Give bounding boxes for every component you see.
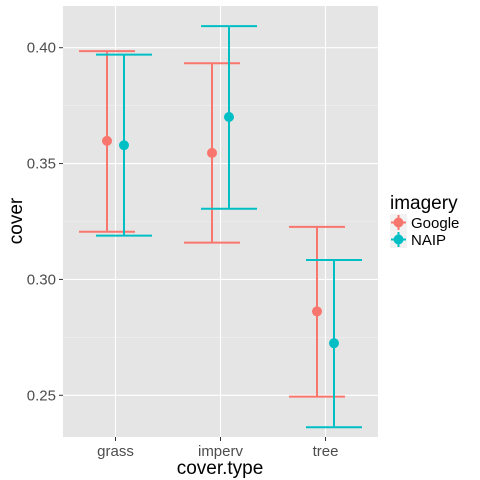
legend-key-point xyxy=(393,234,404,245)
x-tick-label: imperv xyxy=(198,443,244,460)
y-axis: 0.25 0.30 0.35 0.40 xyxy=(27,40,63,404)
data-marks xyxy=(79,25,362,429)
y-tick-label: 0.30 xyxy=(27,271,56,288)
x-tick-label: grass xyxy=(97,443,134,460)
y-tick-label: 0.35 xyxy=(27,156,56,173)
legend-key-naip: NAIP xyxy=(390,231,446,249)
y-axis-title: cover xyxy=(6,197,27,244)
point-naip-imperv xyxy=(224,111,234,122)
point-google-tree xyxy=(312,306,322,317)
grid-major xyxy=(63,6,378,437)
x-axis-title: cover.type xyxy=(177,458,264,479)
point-google-imperv xyxy=(207,147,217,158)
point-naip-tree xyxy=(329,338,339,349)
legend-key-point xyxy=(393,217,404,228)
errorbar-google-tree xyxy=(289,225,345,398)
x-tick-label: tree xyxy=(313,443,339,460)
errorbar-google-imperv xyxy=(184,62,240,244)
errorbar-google-grass xyxy=(79,50,135,233)
legend-key-google: Google xyxy=(390,214,459,232)
errorbar-naip-imperv xyxy=(201,25,257,210)
point-naip-grass xyxy=(119,140,129,151)
errorbar-naip-grass xyxy=(96,53,152,237)
point-google-grass xyxy=(102,135,112,146)
y-tick-label: 0.25 xyxy=(27,387,56,404)
errorbar-naip-tree xyxy=(306,258,362,429)
legend-title: imagery xyxy=(390,193,458,214)
y-tick-label: 0.40 xyxy=(27,40,56,57)
legend-label-naip: NAIP xyxy=(411,232,446,249)
legend-label-google: Google xyxy=(411,215,459,232)
x-axis: grass imperv tree xyxy=(97,437,338,460)
